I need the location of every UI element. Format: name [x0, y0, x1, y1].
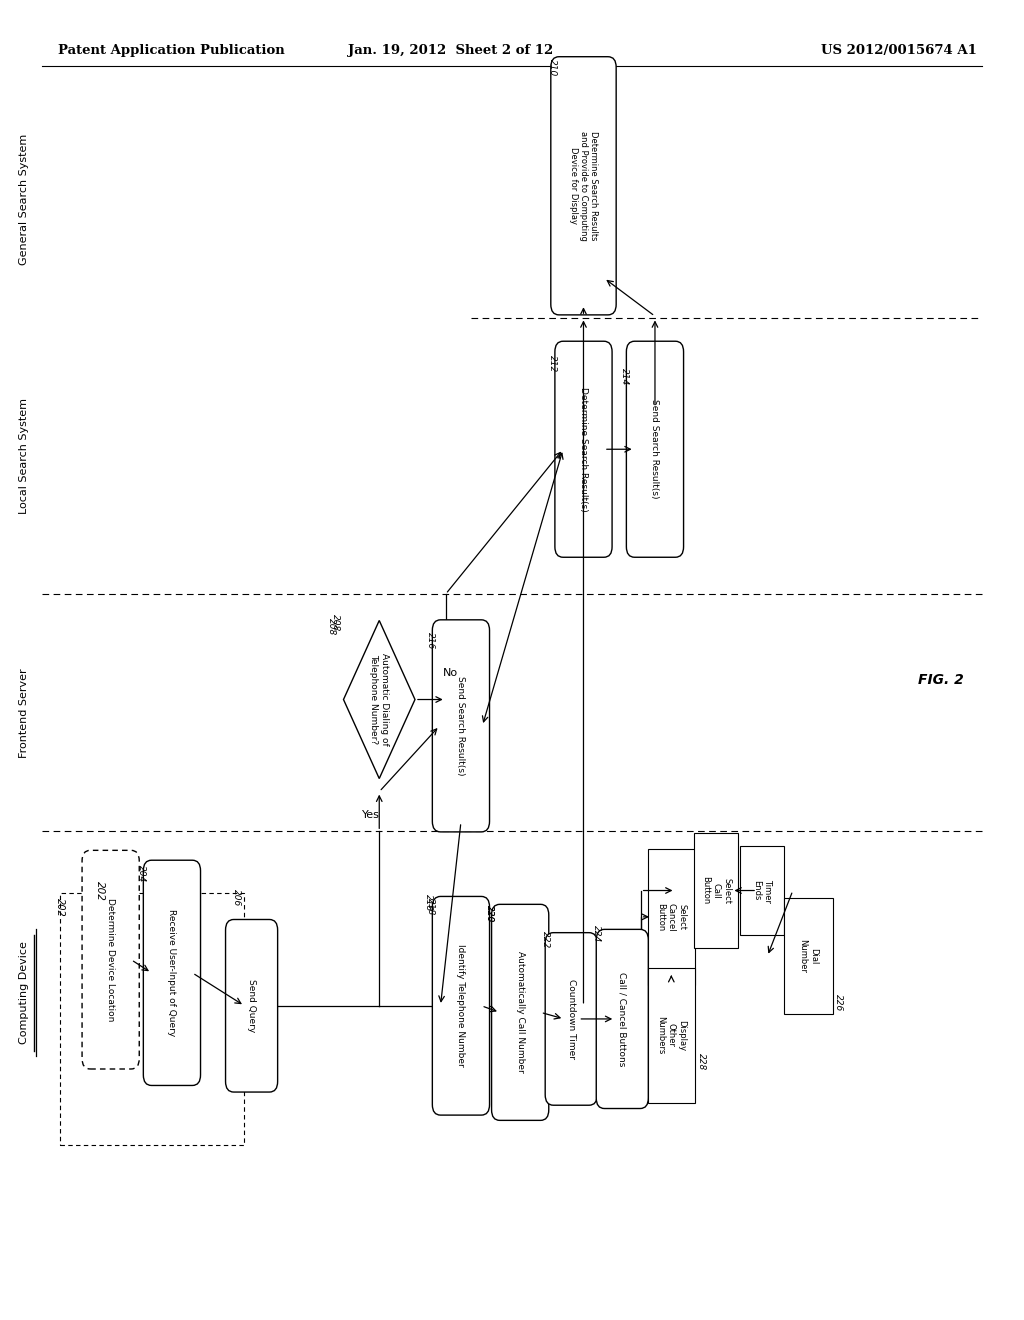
Text: 204: 204: [137, 866, 145, 883]
Text: 202: 202: [54, 898, 65, 916]
Text: 222: 222: [542, 932, 550, 949]
Text: 218: 218: [426, 899, 435, 916]
Text: FIG. 2: FIG. 2: [919, 673, 964, 686]
FancyBboxPatch shape: [432, 896, 489, 1115]
Text: Countdown Timer: Countdown Timer: [566, 979, 575, 1059]
Text: 226: 226: [835, 994, 844, 1011]
Text: 214: 214: [620, 368, 629, 385]
FancyBboxPatch shape: [225, 920, 278, 1092]
FancyBboxPatch shape: [648, 968, 695, 1104]
Text: 206: 206: [231, 890, 241, 907]
Text: Send Search Result(s): Send Search Result(s): [650, 400, 659, 499]
Text: US 2012/0015674 A1: US 2012/0015674 A1: [821, 44, 977, 57]
Text: Receive User-Input of Query: Receive User-Input of Query: [168, 909, 176, 1036]
Text: Patent Application Publication: Patent Application Publication: [57, 44, 285, 57]
FancyBboxPatch shape: [82, 850, 139, 1069]
Text: 216: 216: [426, 631, 435, 649]
Text: Determine Search Result(s): Determine Search Result(s): [579, 387, 588, 512]
FancyBboxPatch shape: [783, 899, 833, 1014]
Text: Frontend Server: Frontend Server: [18, 668, 29, 758]
Text: 218: 218: [424, 895, 433, 912]
Text: 220: 220: [485, 906, 494, 923]
Text: Identify Telephone Number: Identify Telephone Number: [457, 944, 466, 1067]
Text: 212: 212: [548, 355, 557, 372]
Text: Send Query: Send Query: [247, 979, 256, 1032]
Text: Determine Device Location: Determine Device Location: [106, 898, 115, 1022]
Text: Jan. 19, 2012  Sheet 2 of 12: Jan. 19, 2012 Sheet 2 of 12: [348, 44, 553, 57]
Text: Select
Call
Button: Select Call Button: [701, 876, 731, 904]
Text: Display
Other
Numbers: Display Other Numbers: [656, 1016, 686, 1055]
Text: 208: 208: [327, 619, 336, 636]
Text: Timer
Ends: Timer Ends: [753, 879, 772, 903]
Text: 202: 202: [95, 880, 105, 900]
FancyBboxPatch shape: [143, 861, 201, 1085]
FancyBboxPatch shape: [545, 933, 597, 1105]
Text: 224: 224: [592, 925, 601, 942]
Text: Select
Cancel
Button: Select Cancel Button: [656, 903, 686, 931]
Text: 220: 220: [485, 906, 494, 923]
FancyBboxPatch shape: [596, 929, 648, 1109]
Text: Computing Device: Computing Device: [18, 941, 29, 1044]
Text: 208: 208: [331, 615, 340, 632]
FancyBboxPatch shape: [694, 833, 738, 949]
Text: Automatically Call Number: Automatically Call Number: [516, 952, 524, 1073]
FancyBboxPatch shape: [740, 846, 784, 936]
FancyBboxPatch shape: [648, 849, 695, 985]
Text: Yes: Yes: [362, 810, 380, 821]
Text: 228: 228: [697, 1053, 707, 1071]
Text: General Search System: General Search System: [18, 133, 29, 264]
FancyBboxPatch shape: [551, 57, 616, 315]
FancyBboxPatch shape: [432, 620, 489, 832]
FancyBboxPatch shape: [492, 904, 549, 1121]
Text: 210: 210: [548, 58, 557, 75]
Text: Dial
Number: Dial Number: [799, 940, 818, 973]
Text: Send Search Result(s): Send Search Result(s): [457, 676, 466, 776]
Text: No: No: [443, 668, 459, 678]
Text: Call / Cancel Buttons: Call / Cancel Buttons: [617, 972, 627, 1067]
Text: Determine Search Results
and Provide to Computing
Device for Display: Determine Search Results and Provide to …: [568, 131, 598, 240]
FancyBboxPatch shape: [555, 342, 612, 557]
Text: Automatic Dialing of
Telephone Number?: Automatic Dialing of Telephone Number?: [370, 653, 389, 746]
Text: Local Search System: Local Search System: [18, 397, 29, 513]
FancyBboxPatch shape: [627, 342, 684, 557]
Polygon shape: [343, 620, 415, 779]
